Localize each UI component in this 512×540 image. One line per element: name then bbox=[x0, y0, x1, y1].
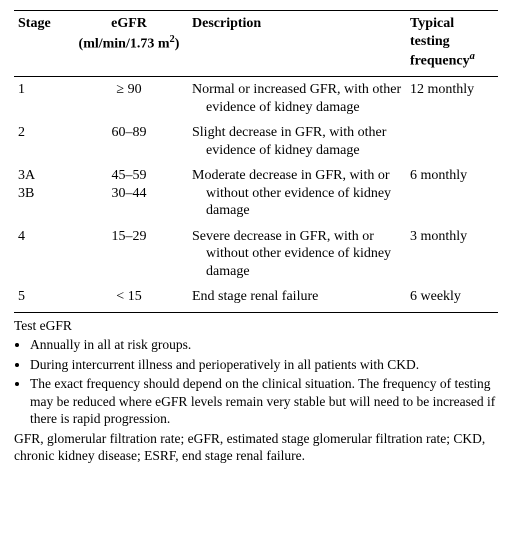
col-header-description: Description bbox=[188, 11, 406, 77]
cell-egfr: ≥ 90 bbox=[70, 77, 188, 121]
footnote-bullet: During intercurrent illness and perioper… bbox=[30, 356, 498, 374]
col-header-stage: Stage bbox=[14, 11, 70, 77]
cell-frequency: 6 weekly bbox=[406, 284, 498, 312]
cell-frequency: 6 monthly bbox=[406, 163, 498, 224]
col-header-egfr-l1: eGFR bbox=[111, 16, 147, 31]
footnote-bullet: Annually in all at risk groups. bbox=[30, 336, 498, 354]
footnote-bullet: The exact frequency should depend on the… bbox=[30, 375, 498, 428]
ckd-stage-table: Stage eGFR (ml/min/1.73 m2) Description … bbox=[14, 10, 498, 313]
footnotes: Test eGFR Annually in all at risk groups… bbox=[14, 317, 498, 465]
cell-frequency: 12 monthly bbox=[406, 77, 498, 121]
col-header-frequency: Typical testing frequencya bbox=[406, 11, 498, 77]
table-body: 1≥ 90Normal or increased GFR, with other… bbox=[14, 77, 498, 313]
cell-description: Normal or increased GFR, with other evid… bbox=[188, 77, 406, 121]
cell-description: End stage renal failure bbox=[188, 284, 406, 312]
col-header-egfr-l2b: ) bbox=[175, 36, 180, 51]
table-row: 1≥ 90Normal or increased GFR, with other… bbox=[14, 77, 498, 121]
col-header-freq-l1: Typical bbox=[410, 16, 454, 31]
cell-egfr: < 15 bbox=[70, 284, 188, 312]
cell-frequency: 3 monthly bbox=[406, 224, 498, 285]
cell-egfr: 45–5930–44 bbox=[70, 163, 188, 224]
cell-stage: 4 bbox=[14, 224, 70, 285]
table-row: 3A3B45–5930–44Moderate decrease in GFR, … bbox=[14, 163, 498, 224]
cell-description: Severe decrease in GFR, with or without … bbox=[188, 224, 406, 285]
ckd-stage-table-page: Stage eGFR (ml/min/1.73 m2) Description … bbox=[0, 0, 512, 481]
cell-description: Moderate decrease in GFR, with or withou… bbox=[188, 163, 406, 224]
table-header-row: Stage eGFR (ml/min/1.73 m2) Description … bbox=[14, 11, 498, 77]
cell-egfr: 60–89 bbox=[70, 120, 188, 163]
footnote-abbrev: GFR, glomerular filtration rate; eGFR, e… bbox=[14, 430, 498, 465]
cell-stage: 3A3B bbox=[14, 163, 70, 224]
table-row: 260–89Slight decrease in GFR, with other… bbox=[14, 120, 498, 163]
col-header-egfr-l2a: (ml/min/1.73 m bbox=[79, 36, 170, 51]
table-row: 415–29Severe decrease in GFR, with or wi… bbox=[14, 224, 498, 285]
col-header-freq-l2: testing bbox=[410, 34, 450, 49]
col-header-freq-sup: a bbox=[470, 51, 475, 62]
col-header-freq-l3: frequency bbox=[410, 54, 470, 69]
cell-stage: 2 bbox=[14, 120, 70, 163]
table-row: 5< 15End stage renal failure6 weekly bbox=[14, 284, 498, 312]
cell-stage: 1 bbox=[14, 77, 70, 121]
cell-stage: 5 bbox=[14, 284, 70, 312]
cell-description: Slight decrease in GFR, with other evide… bbox=[188, 120, 406, 163]
footnote-lead: Test eGFR bbox=[14, 317, 498, 335]
footnote-bullets: Annually in all at risk groups. During in… bbox=[14, 336, 498, 428]
cell-egfr: 15–29 bbox=[70, 224, 188, 285]
col-header-egfr: eGFR (ml/min/1.73 m2) bbox=[70, 11, 188, 77]
cell-frequency bbox=[406, 120, 498, 163]
